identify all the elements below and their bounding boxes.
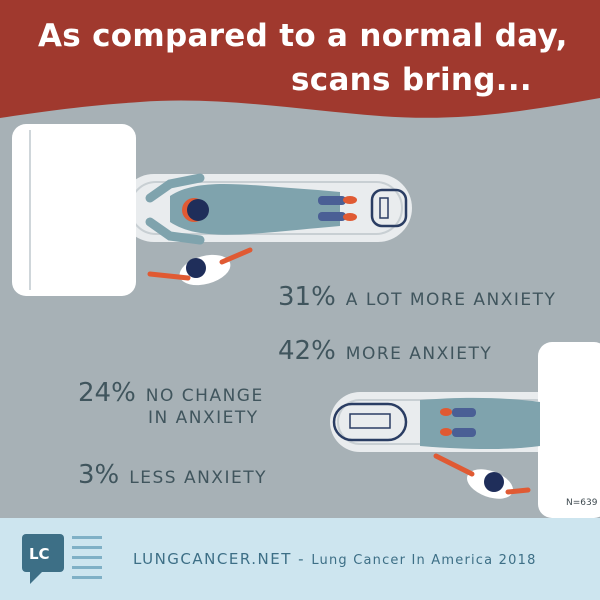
stat-percent: 24% — [78, 378, 136, 408]
stat-percent: 3% — [78, 460, 120, 490]
stat-label: a lot more anxiety — [345, 290, 557, 310]
stat-label: more anxiety — [345, 344, 493, 364]
site-name[interactable]: LUNGCANCER.NET — [133, 550, 292, 568]
headline-line-1: As compared to a normal day, — [38, 18, 568, 54]
stat-less-anxiety: 3% less anxiety — [78, 460, 267, 490]
stat-label: less anxiety — [129, 468, 267, 488]
sample-size: N=639 — [566, 498, 598, 508]
footer-separator: - — [291, 550, 312, 568]
footer-credit: LUNGCANCER.NET - Lung Cancer In America … — [133, 550, 537, 568]
stat-percent: 42% — [278, 336, 336, 366]
patient-bottom — [420, 397, 540, 449]
technician-top — [147, 247, 253, 286]
footer-bar — [0, 518, 600, 600]
stat-a-lot-more-anxiety: 31% a lot more anxiety — [278, 282, 556, 312]
stat-label: no change — [145, 386, 264, 406]
source-title: Lung Cancer In America 2018 — [311, 553, 537, 568]
stat-more-anxiety: 42% more anxiety — [278, 336, 492, 366]
stat-no-change: 24% no change in anxiety — [78, 378, 264, 428]
stat-label-line-2: in anxiety — [148, 408, 259, 428]
headline-line-2: scans bring... — [291, 62, 532, 98]
scanner-ring-top — [12, 124, 136, 296]
patient-top — [145, 173, 357, 245]
stat-percent: 31% — [278, 282, 336, 312]
technician-bottom — [433, 453, 531, 499]
header-band — [0, 0, 600, 118]
scanner-ring-bottom — [538, 342, 600, 518]
